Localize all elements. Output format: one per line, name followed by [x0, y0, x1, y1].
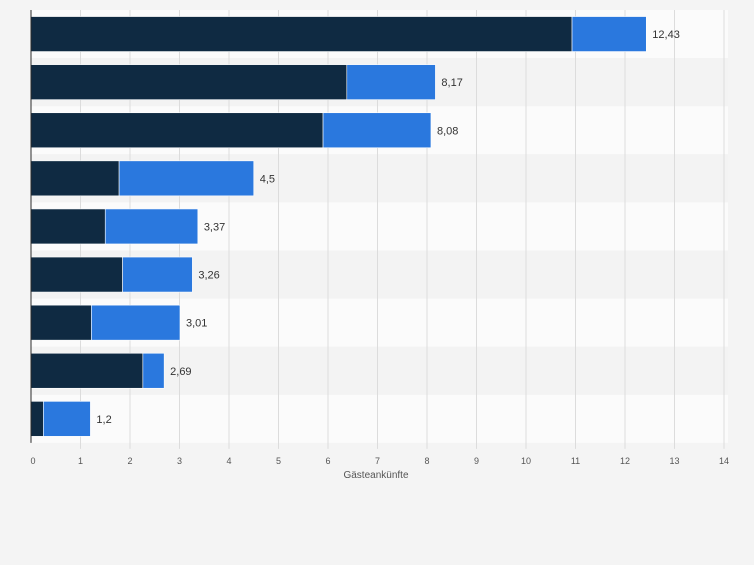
- x-tick-label: 14: [719, 456, 729, 466]
- bar-segment-dark: [30, 304, 92, 341]
- bars: [30, 16, 647, 437]
- bar-value-label: 12,43: [652, 29, 680, 41]
- bar-segment-dark: [30, 352, 144, 389]
- bar-segment-dark: [30, 16, 573, 52]
- x-tick-label: 9: [474, 456, 479, 466]
- bar-value-label: 3,26: [198, 270, 219, 282]
- x-tick-label: 3: [177, 456, 182, 466]
- x-tick-label: 8: [424, 456, 429, 466]
- bar-value-label: 8,17: [441, 77, 462, 89]
- bar-value-label: 3,37: [204, 221, 225, 233]
- bar-segment-blue: [346, 64, 436, 100]
- bar-segment-dark: [30, 160, 120, 197]
- bar-segment-dark: [30, 401, 44, 437]
- x-tick-label: 1: [78, 456, 83, 466]
- bar-segment-blue: [142, 352, 165, 389]
- bar-segment-blue: [104, 208, 199, 245]
- x-tick-label: 7: [375, 456, 380, 466]
- x-tick-label: 4: [226, 456, 231, 466]
- bar-segment-dark: [30, 112, 324, 149]
- bar-segment-dark: [30, 208, 106, 245]
- bar-segment-blue: [43, 401, 91, 437]
- bar-segment-blue: [571, 16, 647, 52]
- x-tick-labels: 0 1 2 3 4 5 6 7 8 9 10 11 12 13 14: [30, 456, 729, 466]
- bar-segment-blue: [122, 256, 193, 293]
- bar-value-label: 1,2: [96, 414, 111, 426]
- bar-segment-blue: [91, 304, 181, 341]
- x-tick-label: 5: [276, 456, 281, 466]
- row-band: [31, 394, 728, 443]
- bar-segment-dark: [30, 64, 348, 100]
- x-tick-label: 0: [30, 456, 35, 466]
- x-tick-label: 10: [521, 456, 531, 466]
- bar-segment-blue: [322, 112, 432, 149]
- x-axis-title: Gästeankünfte: [343, 470, 408, 481]
- bar-value-label: 3,01: [186, 318, 207, 330]
- bar-segment-blue: [118, 160, 255, 197]
- bar-segment-dark: [30, 256, 123, 293]
- bar-value-label: 4,5: [260, 173, 275, 185]
- x-tick-label: 13: [669, 456, 679, 466]
- bar-value-label: 2,69: [170, 366, 191, 378]
- x-tick-label: 12: [620, 456, 630, 466]
- bar-value-label: 8,08: [437, 125, 458, 137]
- value-labels: 12,43 8,17 8,08 4,5 3,37 3,26 3,01 2,69 1,2: [96, 29, 679, 426]
- x-tick-label: 2: [127, 456, 132, 466]
- x-tick-label: 11: [571, 456, 580, 466]
- x-tick-label: 6: [325, 456, 330, 466]
